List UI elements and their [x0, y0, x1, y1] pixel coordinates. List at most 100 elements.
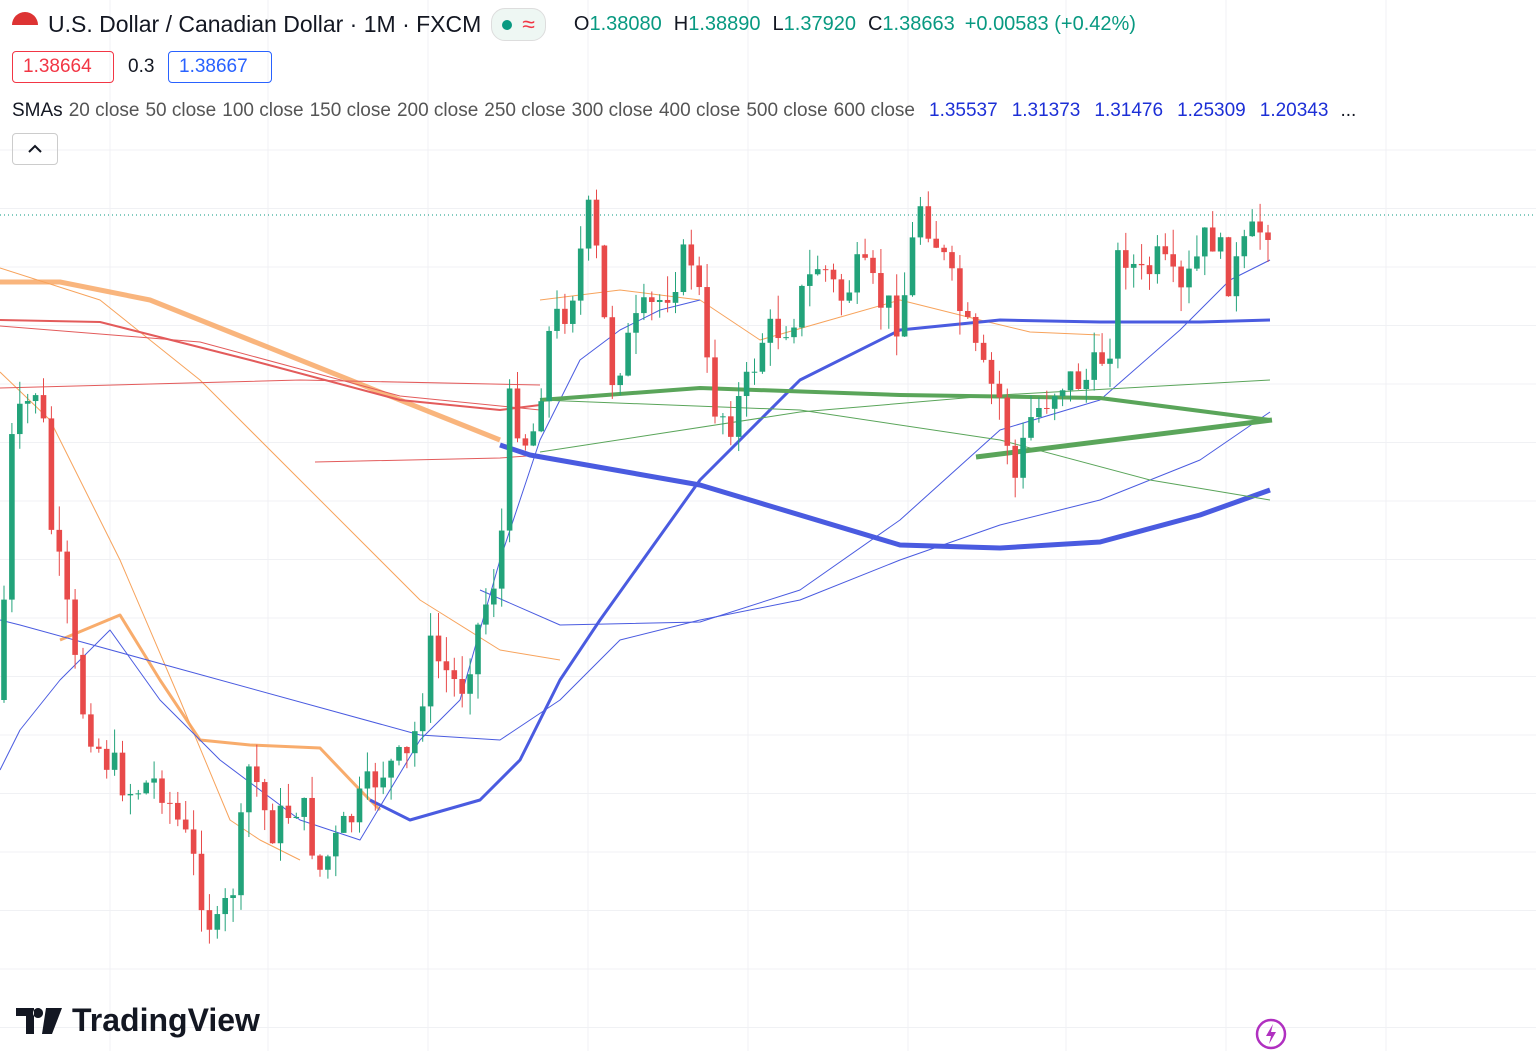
- ma-line: [369, 318, 1271, 822]
- candle-body: [846, 292, 853, 301]
- ma-line: [539, 379, 1271, 453]
- ohlc-item: L1.37920: [773, 13, 856, 36]
- candle-body: [878, 273, 884, 308]
- candle-body: [80, 654, 86, 715]
- candle-body: [933, 238, 939, 248]
- candle-body: [309, 797, 315, 856]
- candle-body: [570, 300, 576, 324]
- candle-body: [1123, 250, 1129, 268]
- candle-body: [1265, 232, 1271, 240]
- candle-body: [704, 287, 710, 358]
- candle-body: [119, 752, 126, 796]
- candle-body: [767, 318, 774, 343]
- candle-body: [814, 269, 821, 275]
- symbol-title: U.S. Dollar / Canadian Dollar · 1M · FXC…: [48, 11, 482, 37]
- ma-line: [0, 325, 541, 411]
- ma-line: [479, 259, 1271, 626]
- candle-body: [1115, 250, 1121, 359]
- candle-body: [522, 438, 529, 446]
- indicator-value: 1.31373: [1011, 100, 1081, 121]
- logo: TradingView: [16, 1002, 260, 1039]
- candle-body: [175, 802, 181, 820]
- candle-body: [751, 371, 758, 373]
- candle-body: [585, 199, 592, 249]
- candle-body: [759, 342, 766, 372]
- ma-line: [539, 289, 1101, 341]
- indicator-name: SMAs: [12, 100, 63, 121]
- candle-body: [467, 674, 473, 694]
- ma-line: [0, 279, 501, 443]
- candle-body: [356, 788, 363, 823]
- status-pill[interactable]: ≈: [491, 8, 546, 41]
- candle-body: [893, 295, 900, 337]
- candle-body: [151, 778, 157, 783]
- candle-body: [1146, 265, 1153, 275]
- ohlc-value: 1.38890: [688, 13, 761, 35]
- buy-button[interactable]: 1.38667: [168, 51, 272, 83]
- indicator-value: 1.35537: [929, 100, 998, 121]
- candle-body: [451, 670, 458, 680]
- indicator-param: 200 close: [396, 100, 479, 121]
- indicator-legend: SMAs 20 close 50 close 100 close 150 close 2…: [12, 100, 1356, 122]
- candle-body: [577, 248, 584, 301]
- candle-body: [1257, 221, 1263, 233]
- candle-body: [1075, 371, 1082, 389]
- ma-line: [0, 411, 1271, 741]
- candle-body: [111, 752, 118, 770]
- logo-text: TradingView: [72, 1002, 260, 1038]
- candle-body: [1249, 221, 1255, 237]
- candle-body: [593, 199, 600, 246]
- candle-body: [988, 359, 995, 384]
- indicator-more: ...: [1340, 100, 1357, 121]
- candle-body: [791, 327, 797, 338]
- candle-body: [972, 316, 979, 343]
- change: +0.00583 (+0.42%): [964, 13, 1136, 35]
- candle-body: [870, 257, 876, 274]
- ma-line: [0, 379, 541, 389]
- candle-body: [617, 375, 623, 386]
- candle-body: [680, 244, 687, 293]
- candle-body: [40, 395, 47, 419]
- collapse-button[interactable]: [12, 133, 58, 165]
- candle-body: [562, 308, 568, 324]
- candle-body: [980, 342, 987, 360]
- candle-body: [1044, 407, 1050, 409]
- candle-body: [498, 530, 505, 589]
- indicator-value: 1.20343: [1259, 100, 1329, 121]
- candle-body: [222, 898, 228, 915]
- candle-body: [957, 268, 963, 312]
- candle-body: [1162, 246, 1169, 255]
- candle-body: [24, 401, 31, 404]
- candle-body: [1202, 227, 1208, 257]
- indicator-param: 250 close: [484, 100, 566, 121]
- candle-body: [483, 604, 489, 625]
- candle-body: [696, 265, 702, 288]
- candle-body: [664, 299, 671, 303]
- candle-body: [1020, 437, 1026, 478]
- ohlc-value: 1.37920: [783, 13, 856, 35]
- candle-body: [1028, 417, 1034, 438]
- header: U.S. Dollar / Canadian Dollar · 1M · FXC…: [12, 8, 1136, 41]
- indicator-param: 300 close: [571, 100, 653, 121]
- alert-icon[interactable]: [1254, 1017, 1288, 1051]
- ma-line: [0, 267, 561, 661]
- candle-body: [609, 317, 616, 386]
- ohlc-item: O1.38080: [574, 13, 662, 36]
- candle-body: [1004, 397, 1011, 446]
- ma-line: [59, 613, 382, 812]
- candle-body: [1233, 256, 1240, 297]
- candle-body: [301, 797, 307, 817]
- sell-button[interactable]: 1.38664: [12, 51, 114, 83]
- candle-body: [1012, 445, 1018, 478]
- candle-body: [949, 252, 955, 269]
- ohlc-item: H1.38890: [674, 13, 761, 36]
- candle-body: [941, 247, 947, 253]
- candle-body: [491, 588, 497, 605]
- candle-body: [333, 832, 339, 857]
- candle-body: [17, 403, 23, 435]
- candle-body: [348, 815, 355, 823]
- spread: 0.3: [128, 56, 155, 77]
- candle-body: [901, 295, 908, 337]
- candle-body: [190, 829, 197, 854]
